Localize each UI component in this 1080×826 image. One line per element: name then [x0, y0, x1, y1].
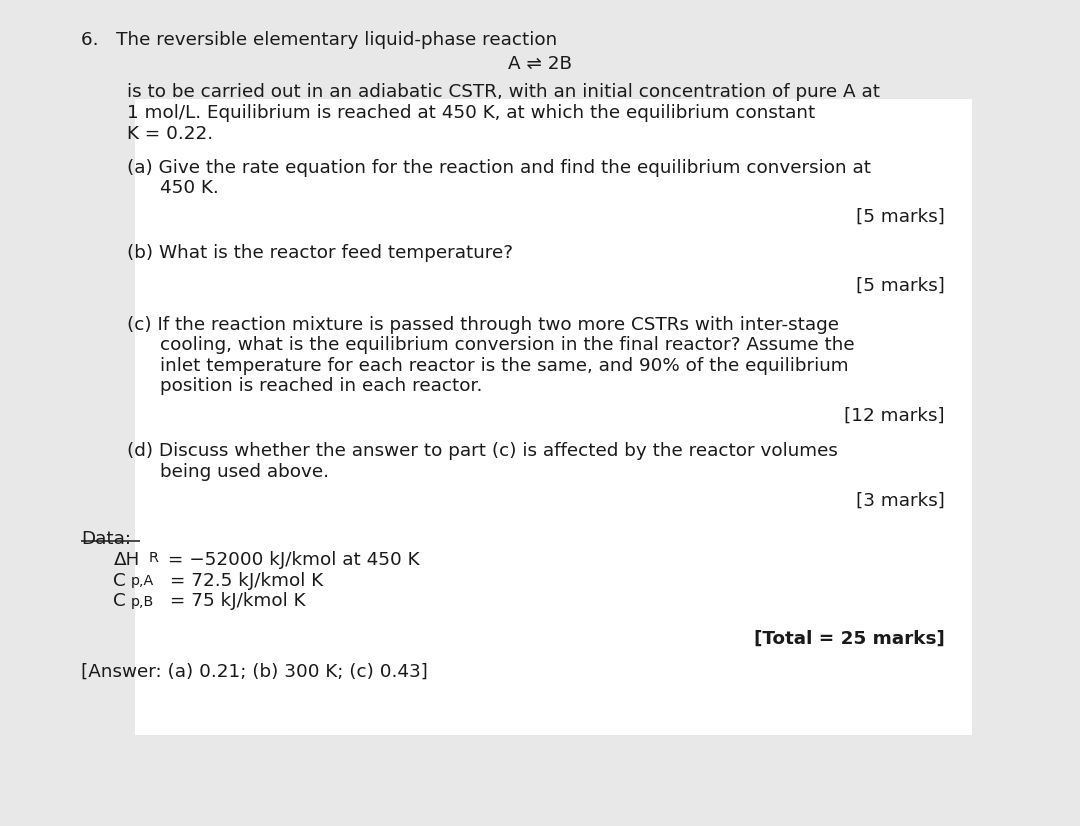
- Text: = 75 kJ/kmol K: = 75 kJ/kmol K: [164, 592, 306, 610]
- Text: is to be carried out in an adiabatic CSTR, with an initial concentration of pure: is to be carried out in an adiabatic CST…: [127, 83, 880, 102]
- Text: p,A: p,A: [131, 574, 154, 588]
- Text: 450 K.: 450 K.: [160, 179, 218, 197]
- Text: C: C: [113, 592, 126, 610]
- Text: [Answer: (a) 0.21; (b) 300 K; (c) 0.43]: [Answer: (a) 0.21; (b) 300 K; (c) 0.43]: [81, 662, 428, 681]
- Text: A ⇌ 2B: A ⇌ 2B: [508, 55, 572, 74]
- Text: K = 0.22.: K = 0.22.: [127, 125, 214, 143]
- Text: (a) Give the rate equation for the reaction and find the equilibrium conversion : (a) Give the rate equation for the react…: [127, 159, 872, 177]
- Text: = 72.5 kJ/kmol K: = 72.5 kJ/kmol K: [164, 572, 323, 590]
- Text: 6.   The reversible elementary liquid-phase reaction: 6. The reversible elementary liquid-phas…: [81, 31, 557, 50]
- Text: (d) Discuss whether the answer to part (c) is affected by the reactor volumes: (d) Discuss whether the answer to part (…: [127, 442, 838, 460]
- Text: cooling, what is the equilibrium conversion in the final reactor? Assume the: cooling, what is the equilibrium convers…: [160, 336, 854, 354]
- Text: R: R: [149, 551, 159, 565]
- Text: [3 marks]: [3 marks]: [856, 491, 945, 510]
- Text: [5 marks]: [5 marks]: [856, 277, 945, 295]
- Text: [5 marks]: [5 marks]: [856, 208, 945, 226]
- Text: being used above.: being used above.: [160, 463, 328, 481]
- Text: position is reached in each reactor.: position is reached in each reactor.: [160, 377, 482, 396]
- Text: (c) If the reaction mixture is passed through two more CSTRs with inter-stage: (c) If the reaction mixture is passed th…: [127, 316, 839, 334]
- Text: p,B: p,B: [131, 595, 154, 609]
- Text: ΔH: ΔH: [113, 551, 139, 569]
- Text: 1 mol/L. Equilibrium is reached at 450 K, at which the equilibrium constant: 1 mol/L. Equilibrium is reached at 450 K…: [127, 104, 815, 122]
- Text: Data:: Data:: [81, 530, 131, 548]
- Text: C: C: [113, 572, 126, 590]
- Text: [Total = 25 marks]: [Total = 25 marks]: [754, 629, 945, 648]
- Text: inlet temperature for each reactor is the same, and 90% of the equilibrium: inlet temperature for each reactor is th…: [160, 357, 849, 375]
- Text: = −52000 kJ/kmol at 450 K: = −52000 kJ/kmol at 450 K: [162, 551, 419, 569]
- Text: [12 marks]: [12 marks]: [845, 406, 945, 425]
- Text: (b) What is the reactor feed temperature?: (b) What is the reactor feed temperature…: [127, 244, 513, 262]
